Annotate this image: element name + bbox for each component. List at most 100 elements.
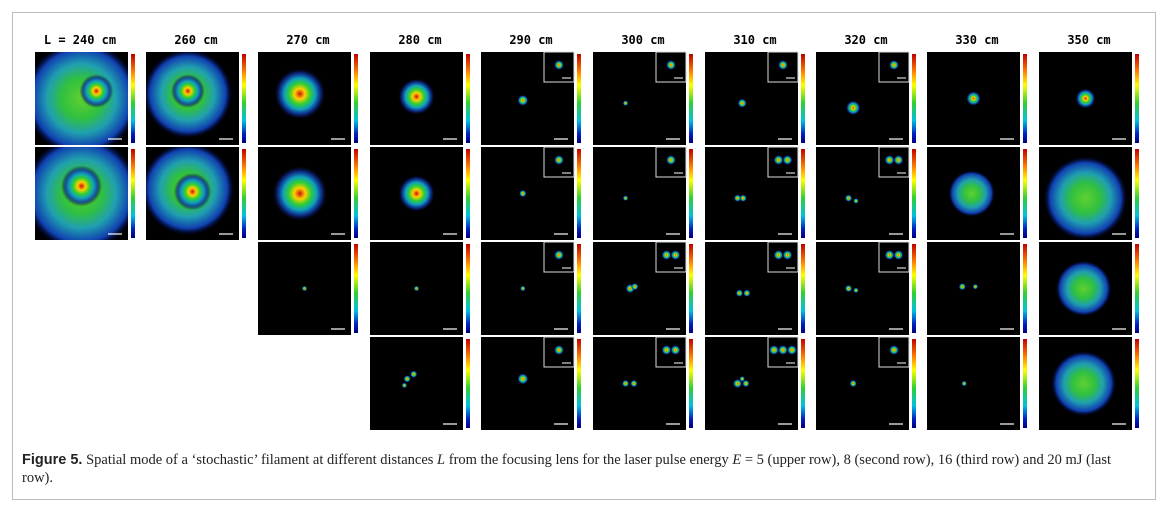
inset-spot [670, 345, 681, 355]
beam-spot [948, 170, 995, 217]
colorbar [131, 54, 135, 143]
beam-spot [743, 289, 751, 297]
colorbar [801, 149, 805, 238]
beam-panel [816, 51, 916, 145]
colorbar [577, 339, 581, 428]
beam-panel [705, 336, 805, 430]
beam-spot [737, 98, 747, 108]
colorbar [466, 339, 470, 428]
beam-panel [35, 52, 135, 145]
inset-spot [893, 155, 904, 165]
spot-group [517, 94, 529, 106]
inset-spot [782, 250, 793, 260]
beam-spot [732, 378, 743, 389]
beam-panel [927, 52, 1027, 145]
beam-panel [146, 52, 246, 145]
spot-group [622, 100, 629, 106]
colorbar [1023, 54, 1027, 143]
beam-spot [961, 380, 967, 387]
beam-panel [370, 337, 470, 430]
beam-panel [593, 146, 693, 240]
colorbar [1135, 54, 1139, 143]
inset-spot [554, 60, 564, 70]
beam-panel [1039, 242, 1139, 335]
inset-spot [884, 155, 895, 165]
beam-spot [403, 375, 411, 383]
spot-group [401, 370, 418, 389]
inset-spot [661, 250, 672, 260]
beam-spot [413, 285, 420, 292]
beam-spot [409, 370, 418, 378]
spot-group [849, 379, 857, 388]
beam-spot [844, 194, 853, 202]
spot-group [517, 373, 529, 385]
inset-spot [554, 155, 564, 165]
inset-spot [889, 345, 899, 355]
colorbar [466, 149, 470, 238]
colorbar [912, 244, 916, 333]
column-label: 320 cm [844, 33, 887, 47]
colorbar [242, 149, 246, 238]
spot-group [1075, 88, 1096, 109]
beam-panel [481, 336, 581, 430]
colorbar [1135, 339, 1139, 428]
beam-spot [173, 173, 212, 211]
colorbar [1023, 244, 1027, 333]
spot-group [1043, 156, 1128, 240]
beam-panel [258, 147, 358, 240]
spot-group [520, 285, 526, 292]
inset-spot [666, 155, 676, 165]
colorbar [912, 339, 916, 428]
beam-spot [631, 282, 639, 291]
beam-panel [705, 51, 805, 145]
beam-spot [397, 174, 436, 213]
beam-spot [972, 283, 979, 290]
spot-group [948, 170, 995, 217]
caption-text: Spatial mode of a ‘stochastic’ filament … [86, 452, 438, 468]
spot-group [273, 67, 326, 120]
colorbar [801, 339, 805, 428]
spot-group [966, 91, 981, 106]
figure-panels: L = 240 cm 260 cm 270 cm 280 cm 290 cm 300 cm… [35, 33, 1139, 430]
beam-spot [517, 94, 529, 106]
inset-spot [778, 60, 788, 70]
caption: Figure 5. Spatial mode of a ‘stochastic’… [22, 451, 1142, 487]
spot-group [958, 282, 979, 291]
colorbar [912, 149, 916, 238]
colorbar [1135, 149, 1139, 238]
beam-spot [401, 382, 408, 389]
beam-panel [146, 147, 246, 240]
spot-group [625, 282, 639, 294]
beam-spot [1075, 88, 1096, 109]
caption-symbol: L [437, 452, 446, 468]
beam-spot [271, 165, 328, 222]
spot-group [735, 289, 751, 297]
spot-group [737, 98, 747, 108]
beam-panel [816, 241, 916, 335]
beam-spot [853, 198, 859, 204]
beam-panel [258, 52, 358, 145]
colorbar [577, 149, 581, 238]
colorbar [577, 244, 581, 333]
colorbar [1023, 149, 1027, 238]
spot-group [519, 189, 527, 198]
beam-spot [61, 165, 102, 207]
beam-spot [1051, 350, 1117, 417]
inset-spot [773, 155, 784, 165]
panel-image [370, 337, 463, 430]
column-label: 300 cm [621, 33, 664, 47]
beam-spot [845, 100, 861, 116]
column-label: 350 cm [1067, 33, 1110, 47]
colorbar [354, 149, 358, 238]
inset-spot [884, 250, 895, 260]
spot-group [1051, 350, 1117, 417]
beam-spot [958, 282, 967, 291]
column-label: 330 cm [955, 33, 998, 47]
spot-group [845, 100, 861, 116]
colorbar [912, 54, 916, 143]
beam-spot [630, 379, 638, 388]
inset-spot [778, 345, 788, 355]
spot-group [35, 147, 128, 240]
beam-panel [370, 52, 470, 145]
beam-panel [927, 147, 1027, 240]
